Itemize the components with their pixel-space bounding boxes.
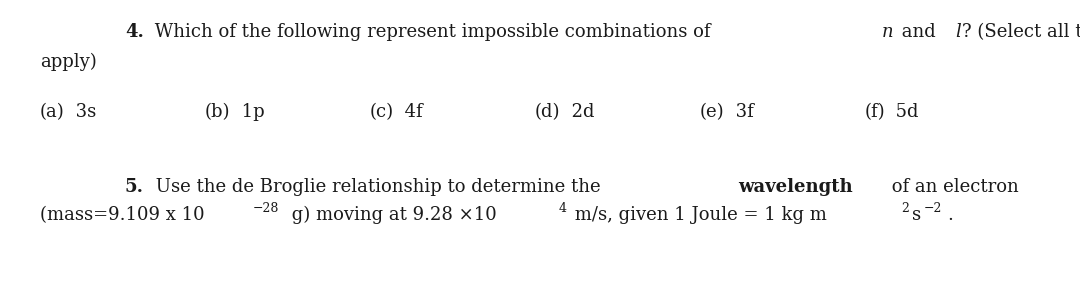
Text: 5.: 5. bbox=[125, 178, 144, 196]
Text: g) moving at 9.28 ×10: g) moving at 9.28 ×10 bbox=[286, 206, 497, 224]
Text: wavelength: wavelength bbox=[739, 178, 853, 196]
Text: .: . bbox=[947, 206, 953, 224]
Text: of an electron: of an electron bbox=[887, 178, 1020, 196]
Text: (a): (a) bbox=[40, 103, 65, 121]
Text: (e): (e) bbox=[700, 103, 725, 121]
Text: −28: −28 bbox=[253, 202, 279, 215]
Text: apply): apply) bbox=[40, 53, 97, 71]
Text: m/s, given 1 Joule = 1 kg m: m/s, given 1 Joule = 1 kg m bbox=[569, 206, 826, 224]
Text: (c): (c) bbox=[370, 103, 394, 121]
Text: −2: −2 bbox=[923, 202, 942, 215]
Text: n: n bbox=[881, 23, 893, 41]
Text: (d): (d) bbox=[535, 103, 561, 121]
Text: 3f: 3f bbox=[732, 103, 754, 121]
Text: 4: 4 bbox=[558, 202, 566, 215]
Text: 3s: 3s bbox=[72, 103, 96, 121]
Text: Use the de Broglie relationship to determine the: Use the de Broglie relationship to deter… bbox=[149, 178, 606, 196]
Text: ? (Select all that: ? (Select all that bbox=[962, 23, 1080, 41]
Text: 2: 2 bbox=[902, 202, 909, 215]
Text: 4f: 4f bbox=[401, 103, 422, 121]
Text: (f): (f) bbox=[865, 103, 886, 121]
Text: 2d: 2d bbox=[568, 103, 594, 121]
Text: l: l bbox=[955, 23, 961, 41]
Text: 1p: 1p bbox=[238, 103, 265, 121]
Text: Which of the following represent impossible combinations of: Which of the following represent impossi… bbox=[149, 23, 717, 41]
Text: (mass=9.109 x 10: (mass=9.109 x 10 bbox=[40, 206, 204, 224]
Text: 5d: 5d bbox=[892, 103, 918, 121]
Text: s: s bbox=[912, 206, 921, 224]
Text: (b): (b) bbox=[205, 103, 230, 121]
Text: 4.: 4. bbox=[125, 23, 144, 41]
Text: and: and bbox=[896, 23, 942, 41]
